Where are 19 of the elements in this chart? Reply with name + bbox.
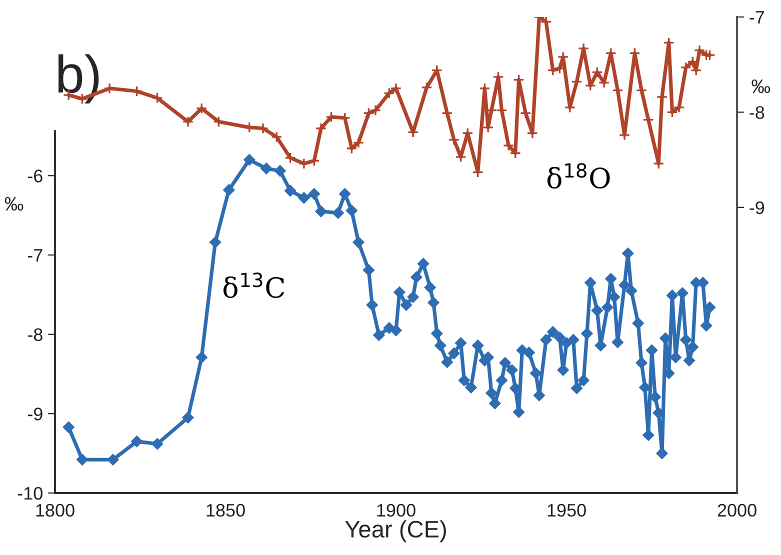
x-tick-label: 1900 (377, 504, 416, 517)
x-tick-label: 1950 (548, 504, 586, 517)
y-tick-label: -7 (28, 249, 42, 262)
y2-tick-label: -7 (750, 11, 764, 24)
series-label: δ$^{18}$O (547, 163, 610, 189)
y-tick-label: -10 (18, 486, 42, 500)
y2-tick-label: -8 (750, 106, 764, 119)
x-tick-label: 1800 (36, 504, 74, 517)
x-tick-label: 1850 (206, 504, 245, 517)
y-axis-title: ‰ (4, 197, 24, 211)
x-tick-label: 2000 (718, 504, 756, 517)
y-tick-label: -8 (28, 328, 42, 342)
y2-axis-title: ‰ (752, 79, 770, 94)
y-tick-label: -6 (28, 170, 42, 182)
annotation: b) (58, 54, 99, 104)
series-label: δ$^{13}$C (223, 272, 284, 298)
x-axis-title: Year (CE) (345, 520, 446, 542)
y2-tick-label: -9 (750, 201, 764, 214)
y-tick-label: -9 (28, 408, 42, 420)
